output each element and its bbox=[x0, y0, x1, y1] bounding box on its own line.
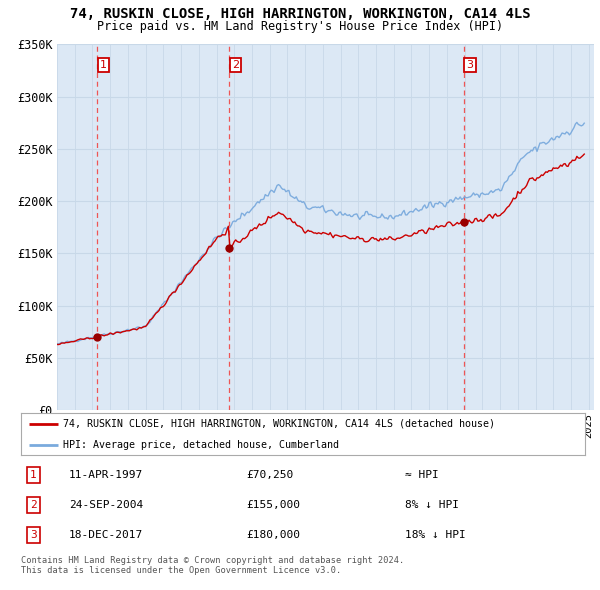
Text: 1: 1 bbox=[100, 60, 107, 70]
Text: 8% ↓ HPI: 8% ↓ HPI bbox=[404, 500, 458, 510]
Text: 74, RUSKIN CLOSE, HIGH HARRINGTON, WORKINGTON, CA14 4LS (detached house): 74, RUSKIN CLOSE, HIGH HARRINGTON, WORKI… bbox=[64, 419, 496, 428]
Text: ≈ HPI: ≈ HPI bbox=[404, 470, 438, 480]
Text: 1: 1 bbox=[30, 470, 37, 480]
Text: 18% ↓ HPI: 18% ↓ HPI bbox=[404, 530, 465, 540]
Text: 3: 3 bbox=[467, 60, 473, 70]
Text: £70,250: £70,250 bbox=[247, 470, 294, 480]
Text: Price paid vs. HM Land Registry's House Price Index (HPI): Price paid vs. HM Land Registry's House … bbox=[97, 20, 503, 33]
Text: £155,000: £155,000 bbox=[247, 500, 301, 510]
Text: £180,000: £180,000 bbox=[247, 530, 301, 540]
Text: 3: 3 bbox=[30, 530, 37, 540]
Text: Contains HM Land Registry data © Crown copyright and database right 2024.
This d: Contains HM Land Registry data © Crown c… bbox=[21, 556, 404, 575]
Text: 18-DEC-2017: 18-DEC-2017 bbox=[69, 530, 143, 540]
Text: 11-APR-1997: 11-APR-1997 bbox=[69, 470, 143, 480]
Text: 24-SEP-2004: 24-SEP-2004 bbox=[69, 500, 143, 510]
Text: HPI: Average price, detached house, Cumberland: HPI: Average price, detached house, Cumb… bbox=[64, 440, 340, 450]
Text: 74, RUSKIN CLOSE, HIGH HARRINGTON, WORKINGTON, CA14 4LS: 74, RUSKIN CLOSE, HIGH HARRINGTON, WORKI… bbox=[70, 7, 530, 21]
Text: 2: 2 bbox=[30, 500, 37, 510]
Text: 2: 2 bbox=[232, 60, 239, 70]
